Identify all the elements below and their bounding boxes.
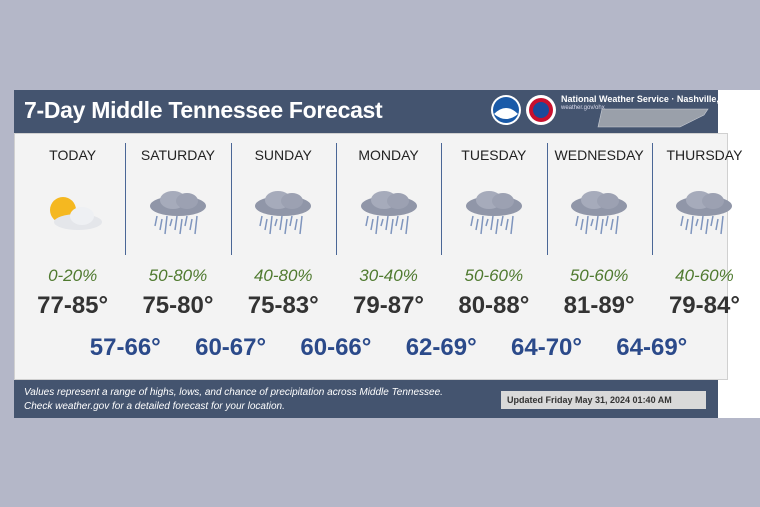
- low-temps: 64-69°: [616, 334, 688, 361]
- day-name: SUNDAY: [254, 147, 312, 163]
- updated-stamp: Updated Friday May 31, 2024 01:40 AM: [501, 391, 706, 409]
- high-temps: 81-89°: [563, 292, 635, 319]
- divider: [651, 143, 653, 255]
- forecast-panel: [14, 133, 728, 380]
- logos: [491, 95, 556, 125]
- day-name: WEDNESDAY: [554, 147, 644, 163]
- high-temps: 75-80°: [142, 292, 214, 319]
- precip-range: 0-20%: [48, 266, 98, 285]
- high-temps: 77-85°: [37, 292, 109, 319]
- low-temps: 64-70°: [511, 334, 582, 361]
- rain-icon: [465, 191, 522, 235]
- rain-icon: [676, 191, 733, 235]
- note: Values represent a range of highs, lows,…: [24, 387, 443, 398]
- day-name: TODAY: [49, 147, 97, 163]
- day-name: MONDAY: [358, 147, 419, 163]
- day-name: TUESDAY: [461, 147, 527, 163]
- divider: [125, 143, 127, 255]
- rain-icon: [360, 191, 417, 235]
- rain-icon: [255, 191, 312, 235]
- divider: [230, 143, 232, 255]
- agency: National Weather Service · Nashville, TN: [561, 94, 734, 104]
- high-temps: 80-88°: [458, 292, 530, 319]
- sun-cloud-icon: [49, 197, 102, 230]
- precip-range: 50-80%: [148, 266, 208, 285]
- low-temps: 62-69°: [405, 334, 477, 361]
- rain-icon: [571, 191, 628, 235]
- note: Check weather.gov for a detailed forecas…: [24, 401, 285, 412]
- divider: [335, 143, 337, 255]
- high-temps: 79-87°: [353, 292, 425, 319]
- day-name: THURSDAY: [666, 147, 743, 163]
- precip-range: 40-60%: [675, 266, 734, 285]
- state-map: [597, 108, 709, 128]
- low-temps: 60-66°: [300, 334, 372, 361]
- low-temps: 60-67°: [195, 334, 267, 361]
- divider: [441, 143, 443, 255]
- high-temps: 75-83°: [247, 292, 319, 319]
- day-name: SATURDAY: [140, 147, 216, 163]
- divider: [546, 143, 548, 255]
- title: 7-Day Middle Tennessee Forecast: [24, 97, 383, 123]
- precip-range: 50-60%: [569, 266, 629, 285]
- precip-range: 50-60%: [464, 266, 524, 285]
- precip-range: 30-40%: [359, 266, 418, 285]
- precip-range: 40-80%: [253, 266, 313, 285]
- rain-icon: [149, 191, 206, 235]
- low-temps: 57-66°: [89, 334, 161, 361]
- high-temps: 79-84°: [668, 292, 740, 319]
- site: weather.gov/ohx: [561, 105, 605, 111]
